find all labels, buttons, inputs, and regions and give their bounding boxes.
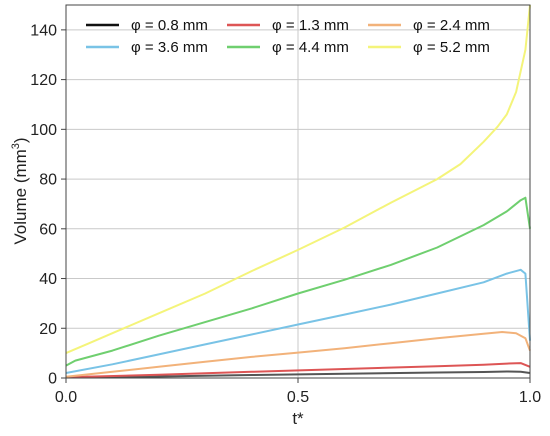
y-axis-title-main: Volume (mm <box>11 149 30 244</box>
x-axis: 0.0 0.5 1.0 <box>55 378 541 406</box>
series-line-2 <box>65 331 531 378</box>
series-line-1 <box>65 362 531 379</box>
legend-label-2: φ = 2.4 mm <box>413 17 490 34</box>
legend-label-1: φ = 1.3 mm <box>272 17 349 34</box>
legend-label-5: φ = 5.2 mm <box>413 39 490 56</box>
legend: φ = 0.8 mm φ = 1.3 mm φ = 2.4 mm φ = 3.6 mm… <box>86 17 490 56</box>
legend-label-3: φ = 3.6 mm <box>131 39 208 56</box>
x-tick-label-2: 1.0 <box>519 389 541 406</box>
y-tick-label-7: 140 <box>30 22 57 39</box>
legend-label-0: φ = 0.8 mm <box>131 17 208 34</box>
y-axis-title-sup: 3 <box>10 143 22 149</box>
series-line-0 <box>65 370 531 379</box>
y-tick-label-5: 100 <box>30 122 57 139</box>
x-axis-title: t* <box>292 409 304 428</box>
y-axis-title: Volume (mm3) <box>10 137 30 244</box>
y-tick-label-0: 0 <box>48 371 57 388</box>
y-tick-label-4: 80 <box>39 172 57 189</box>
series-line-3 <box>65 268 531 374</box>
series-line-5 <box>65 4 531 355</box>
x-tick-label-1: 0.5 <box>287 389 309 406</box>
y-tick-label-3: 60 <box>39 221 57 238</box>
series-line-4 <box>65 196 531 367</box>
series-layer <box>65 4 531 379</box>
legend-label-4: φ = 4.4 mm <box>272 39 349 56</box>
y-axis-title-close: ) <box>11 137 30 143</box>
x-tick-label-0: 0.0 <box>55 389 77 406</box>
y-tick-label-1: 20 <box>39 321 57 338</box>
y-tick-label-2: 40 <box>39 271 57 288</box>
y-axis: 0 20 40 60 80 100 120 140 <box>30 22 66 388</box>
y-tick-label-6: 120 <box>30 72 57 89</box>
